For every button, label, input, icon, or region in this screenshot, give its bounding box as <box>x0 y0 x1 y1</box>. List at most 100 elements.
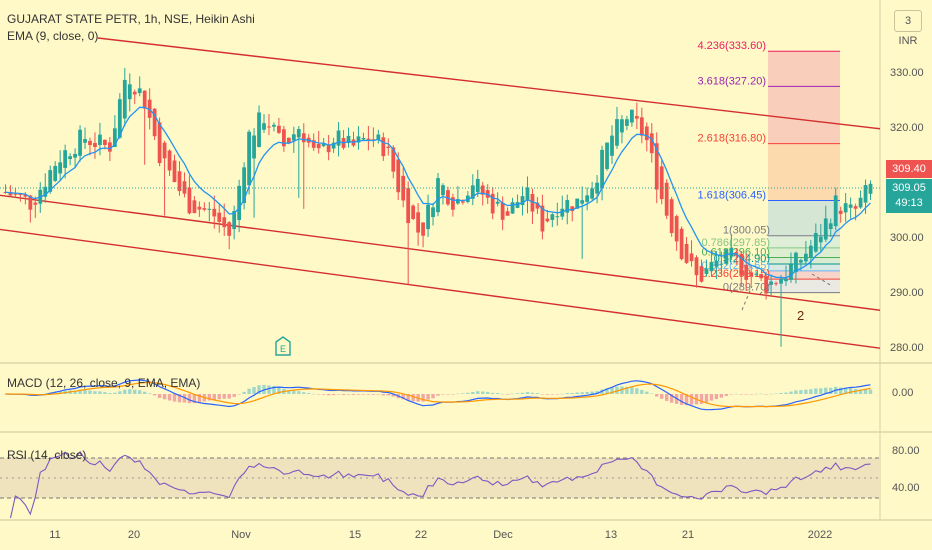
ema-legend[interactable]: EMA (9, close, 0) <box>7 29 99 43</box>
candle-body <box>739 253 744 276</box>
candle-body <box>147 99 152 118</box>
macd-bar <box>515 393 520 394</box>
candle-body <box>13 193 18 195</box>
candle-body <box>217 212 222 222</box>
macd-bar <box>640 389 644 394</box>
macd-bar <box>103 392 107 394</box>
candle-body <box>8 192 13 196</box>
candle-body <box>117 99 122 138</box>
fib-level-label: 1(300.05) <box>723 225 770 237</box>
macd-bar <box>431 394 435 399</box>
price-tick-290: 290.00 <box>890 287 924 299</box>
candle-body <box>684 243 689 263</box>
fib-level-label: 0.236(292.15) <box>702 268 771 280</box>
candle-body <box>182 181 187 194</box>
candle-body <box>520 196 525 205</box>
macd-bar <box>734 393 738 395</box>
macd-bar <box>719 394 724 398</box>
candle-body <box>18 193 23 195</box>
candle-body <box>282 129 286 147</box>
candle-body <box>267 126 271 128</box>
macd-bar <box>162 394 167 400</box>
candle-body <box>441 185 445 196</box>
candle-body <box>286 137 291 144</box>
candle-body <box>326 144 331 153</box>
candle-body <box>605 142 609 170</box>
macd-bar <box>118 391 122 394</box>
candle-body <box>858 197 863 208</box>
symbol-title[interactable]: GUJARAT STATE PETR, 1h, NSE, Heikin Ashi <box>7 12 255 26</box>
fib-zone <box>768 51 840 87</box>
macd-legend[interactable]: MACD (12, 26, close, 9, EMA, EMA) <box>7 376 201 390</box>
macd-bar <box>814 388 818 394</box>
macd-bar <box>784 392 788 394</box>
candle-body <box>346 135 351 143</box>
trend-channel[interactable] <box>0 37 881 349</box>
fib-level-label: 0.786(297.85) <box>702 237 771 249</box>
candle-body <box>162 142 167 159</box>
channel-line[interactable] <box>97 37 881 130</box>
candle-body <box>555 216 560 218</box>
macd-bar <box>157 394 162 398</box>
candle-body <box>545 218 550 222</box>
macd-bar <box>804 389 808 394</box>
candle-body <box>356 136 361 143</box>
candle-body <box>197 206 202 210</box>
macd-bar <box>272 386 276 394</box>
macd-bar <box>451 394 455 395</box>
candle-body <box>137 88 142 94</box>
last-price-badge-teal: 309.05 49:13 <box>886 179 932 213</box>
candle-body <box>53 165 58 181</box>
channel-line[interactable] <box>0 228 881 349</box>
candle-body <box>446 190 450 205</box>
candle-body <box>152 108 157 137</box>
macd-bar <box>182 394 187 403</box>
earnings-marker[interactable]: E <box>275 336 291 356</box>
candle-body <box>132 91 137 95</box>
macd-bar <box>575 392 579 394</box>
macd-bar <box>456 393 460 395</box>
macd-bar <box>863 389 868 394</box>
candle-body <box>396 159 401 193</box>
candle-body <box>634 116 639 119</box>
fib-zone <box>768 143 840 201</box>
macd-bar <box>714 394 719 400</box>
macd-bar <box>361 394 366 395</box>
candle-body <box>669 199 674 233</box>
rsi-legend[interactable]: RSI (14, close) <box>7 448 87 462</box>
candle-body <box>654 143 659 190</box>
candle-body <box>98 134 102 145</box>
macd-bar <box>471 391 475 394</box>
macd-bar <box>78 389 82 394</box>
bar-countdown: 49:13 <box>895 197 923 209</box>
rsi-line <box>9 450 871 519</box>
macd-bar <box>3 394 8 395</box>
candle-body <box>436 178 440 213</box>
candle-body <box>331 142 336 149</box>
candle-body <box>630 109 634 123</box>
macd-bar <box>167 394 172 401</box>
scale-currency-button[interactable]: 3 INR <box>894 10 922 47</box>
macd-bar <box>381 394 385 396</box>
macd-bar <box>505 394 510 395</box>
macd-bar <box>187 394 192 404</box>
candle-body <box>88 140 92 146</box>
candle-body <box>68 156 72 160</box>
macd-bar <box>441 394 445 395</box>
candle-body <box>729 247 734 257</box>
macd-bar <box>143 391 147 394</box>
macd-bar <box>391 394 395 397</box>
macd-bar <box>510 393 515 395</box>
rsi-tick-40: 40.00 <box>892 482 920 494</box>
macd-bar <box>108 393 112 394</box>
macd-bar <box>630 387 634 394</box>
candle-body <box>33 202 38 205</box>
candle-body <box>361 137 366 140</box>
candle-body <box>416 212 420 233</box>
candle-body <box>610 135 614 156</box>
fib-zone <box>768 200 840 236</box>
macd-bar <box>257 385 261 394</box>
channel-line[interactable] <box>0 194 881 311</box>
macd-bar <box>58 391 62 394</box>
